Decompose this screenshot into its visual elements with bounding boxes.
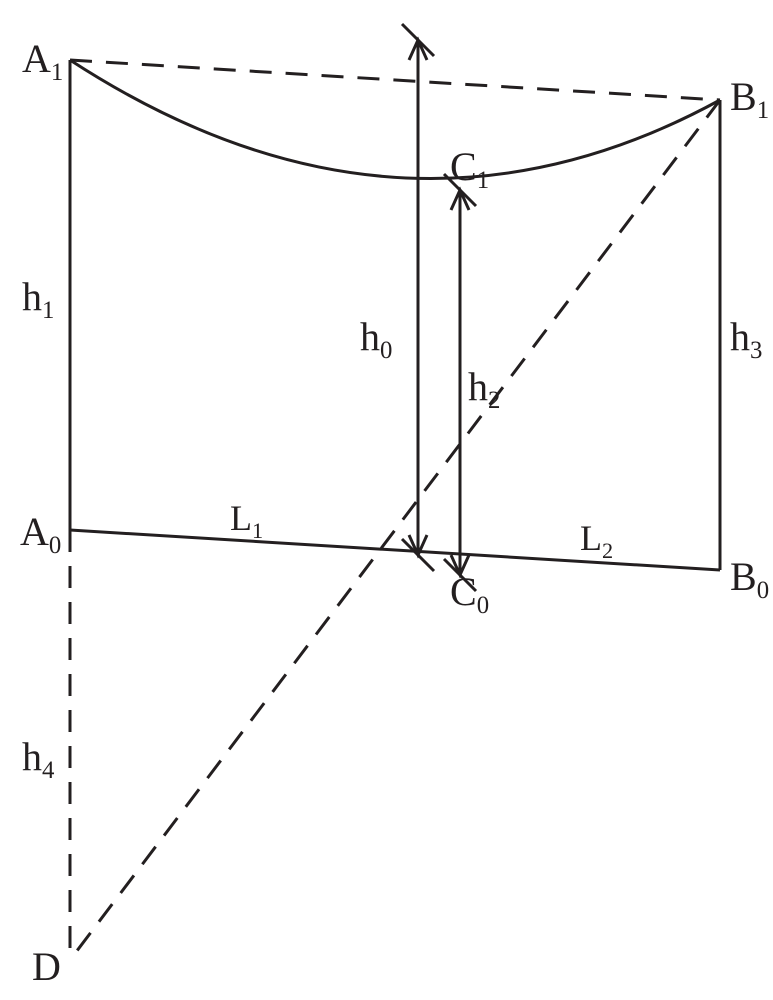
label-B1: B1 xyxy=(730,74,769,124)
label-h3: h3 xyxy=(730,314,762,364)
geometry-diagram: A1 B1 A0 B0 C1 C0 Dh1 h0 h2 h3 h4 L1 L2 xyxy=(0,0,773,1000)
label-L1: L1 xyxy=(230,498,263,543)
sag-curve xyxy=(70,60,720,179)
label-A1: A1 xyxy=(22,36,63,86)
label-h0: h0 xyxy=(360,314,392,364)
dim-h0 xyxy=(402,24,434,571)
dash-A1-B1 xyxy=(70,60,720,100)
line-A0-B0 xyxy=(70,530,720,570)
label-B0: B0 xyxy=(730,554,769,604)
label-C1: C1 xyxy=(450,144,489,194)
label-h4: h4 xyxy=(22,734,55,784)
label-L2: L2 xyxy=(580,518,613,563)
label-D: D xyxy=(32,944,61,989)
label-h1: h1 xyxy=(22,274,54,324)
dash-B1-D xyxy=(70,100,720,960)
label-h2: h2 xyxy=(468,364,500,414)
label-A0: A0 xyxy=(20,509,61,559)
label-C0: C0 xyxy=(450,569,489,619)
